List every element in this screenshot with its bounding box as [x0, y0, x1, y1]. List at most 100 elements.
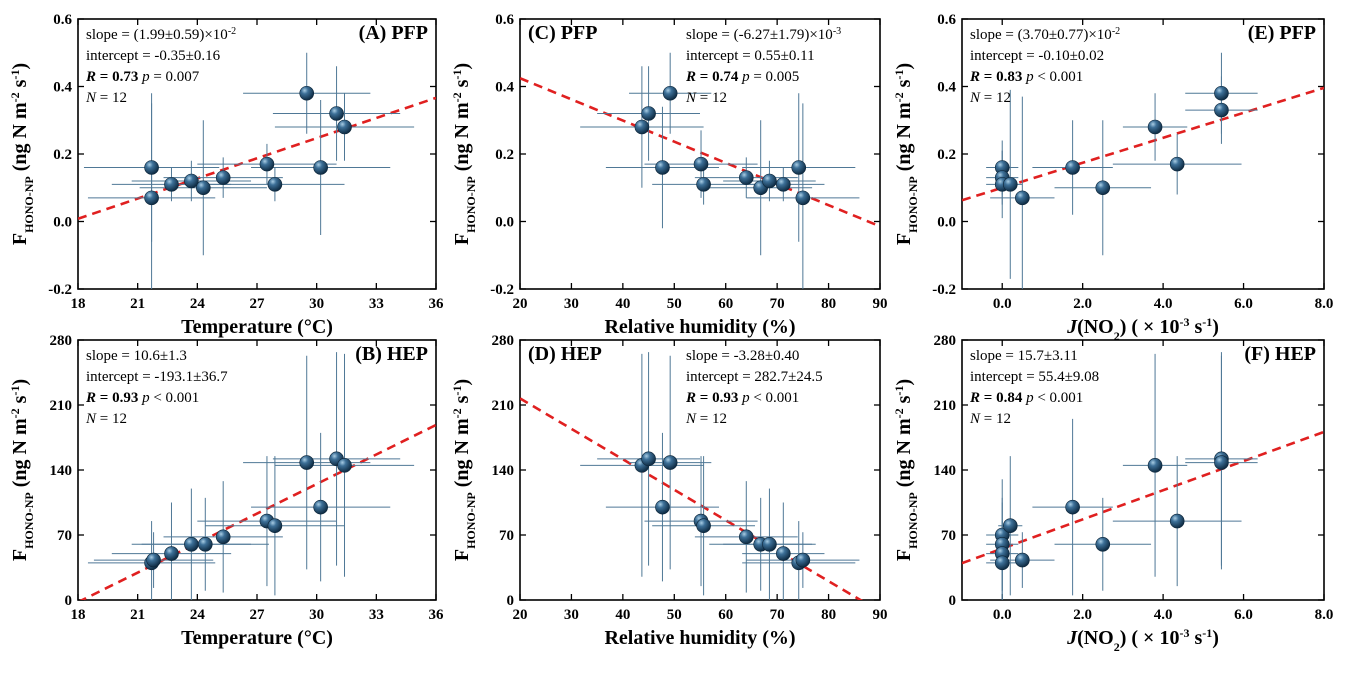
x-tick-label: 90 — [873, 296, 888, 312]
data-point — [1214, 85, 1229, 101]
data-point — [641, 106, 656, 121]
y-tick-label: 0 — [949, 593, 957, 609]
x-tick-label: 21 — [130, 607, 145, 623]
data-point — [313, 160, 328, 175]
data-point — [164, 177, 179, 192]
label-part: s — [9, 79, 31, 92]
fit-line — [79, 423, 436, 600]
stat-n: N = 12 — [685, 90, 727, 106]
x-tick-label: 60 — [718, 296, 733, 312]
y-tick-label: 70 — [941, 528, 956, 544]
x-tick-label: 4.0 — [1154, 296, 1173, 312]
y-axis-label: FHONO-NP (ng N m-2 s-1) — [8, 379, 36, 561]
stat-intercept: intercept = 55.4±9.08 — [970, 369, 1099, 385]
x-tick-label: 20 — [513, 607, 528, 623]
label-part: HONO-NP — [906, 492, 920, 549]
label-part: J — [1066, 316, 1078, 338]
data-point — [795, 552, 811, 568]
label-part: (NO — [1077, 627, 1114, 649]
y-tick-label: 0 — [507, 593, 515, 609]
x-tick-label: 8.0 — [1315, 296, 1334, 312]
y-tick-label: 280 — [492, 333, 515, 349]
label-part: -3 — [1179, 315, 1189, 329]
y-tick-label: 0.2 — [53, 147, 72, 163]
label-part: 2 — [1114, 640, 1120, 654]
label-part: -1 — [892, 70, 906, 80]
label-part: s — [1189, 627, 1202, 649]
data-point — [655, 160, 670, 175]
data-point — [144, 160, 159, 175]
x-axis-label: J(NO2) ( × 10-3 s-1) — [1066, 626, 1219, 654]
data-point — [196, 180, 211, 196]
label-part: -2 — [892, 408, 906, 418]
x-tick-label: 27 — [250, 607, 266, 623]
stat-intercept: intercept = 282.7±24.5 — [686, 369, 823, 385]
y-tick-label: 0.4 — [495, 80, 514, 96]
x-tick-label: 6.0 — [1234, 607, 1253, 623]
y-tick-label: 0.0 — [53, 215, 72, 231]
data-point — [776, 177, 791, 192]
panel-1: 18 21 24 27 30 33 36 -0.2 0.0 0.2 0.4 0.6 Temperatur… — [8, 12, 444, 338]
x-tick-label: 60 — [718, 607, 733, 623]
data-point — [662, 455, 678, 470]
x-tick-label: 0.0 — [993, 607, 1012, 623]
stat-r-p: R = 0.84 p < 0.001 — [969, 390, 1083, 406]
x-tick-label: 33 — [369, 607, 384, 623]
data-point — [738, 529, 754, 545]
data-point — [197, 536, 213, 552]
x-axis-label: Temperature (°C) — [181, 627, 333, 649]
label-part: F — [893, 549, 915, 561]
label-part: ) — [9, 63, 31, 70]
data-point — [215, 170, 231, 185]
data-point — [1214, 455, 1229, 470]
label-part: (ng N m — [451, 102, 473, 176]
x-tick-label: 27 — [250, 296, 266, 312]
y-tick-label: 280 — [934, 333, 957, 349]
data-point — [634, 119, 650, 135]
x-tick-label: 36 — [429, 607, 445, 623]
errorbars — [580, 52, 860, 289]
panel-tag: (A) PFP — [359, 22, 428, 44]
label-part: -1 — [1202, 626, 1212, 640]
stat-intercept: intercept = -0.35±0.16 — [86, 48, 221, 64]
label-part: -1 — [450, 70, 464, 80]
label-part: ) — [451, 379, 473, 386]
y-tick-label: 210 — [50, 398, 73, 414]
data-point — [267, 518, 283, 534]
label-part: HONO-NP — [22, 492, 36, 549]
label-part: s — [451, 395, 473, 408]
data-point — [146, 552, 161, 568]
label-part: s — [9, 395, 31, 408]
fit-line — [520, 397, 863, 600]
label-part: -2 — [892, 92, 906, 102]
panel-2: 20 30 40 50 60 70 80 90 -0.2 0.0 0.2 0.4 0.6 Relative… — [450, 12, 888, 338]
data-point — [776, 546, 791, 561]
panel-3: 0.0 2.0 4.0 6.0 8.0 -0.2 0.0 0.2 0.4 0.6 J(NO2) ( … — [892, 12, 1333, 343]
x-axis-label: J(NO2) ( × 10-3 s-1) — [1066, 315, 1219, 343]
data-point — [994, 555, 1010, 571]
x-tick-label: 40 — [615, 607, 630, 623]
label-part: ) — [893, 379, 915, 386]
x-axis-label: Relative humidity (%) — [604, 316, 795, 338]
data-point — [1169, 513, 1185, 529]
y-tick-label: 70 — [499, 528, 514, 544]
y-tick-label: 140 — [934, 463, 957, 479]
x-tick-label: 4.0 — [1154, 607, 1173, 623]
data-point — [1065, 499, 1080, 515]
label-part: F — [451, 233, 473, 245]
label-part: 2 — [1114, 329, 1120, 343]
label-part: s — [893, 395, 915, 408]
label-part: ) — [893, 63, 915, 70]
x-tick-label: 2.0 — [1073, 607, 1092, 623]
panel-5: 20 30 40 50 60 70 80 90 0 70 140 210 280 Relative hum… — [450, 333, 888, 649]
y-tick-label: -0.2 — [48, 282, 72, 298]
x-tick-label: 90 — [873, 607, 888, 623]
x-axis-label: Temperature (°C) — [181, 316, 333, 338]
data-point — [299, 455, 315, 470]
data-point — [1095, 536, 1111, 552]
stat-n: N = 12 — [85, 90, 127, 106]
label-part: -1 — [1202, 315, 1212, 329]
label-part: F — [451, 549, 473, 561]
data-point — [144, 190, 159, 206]
